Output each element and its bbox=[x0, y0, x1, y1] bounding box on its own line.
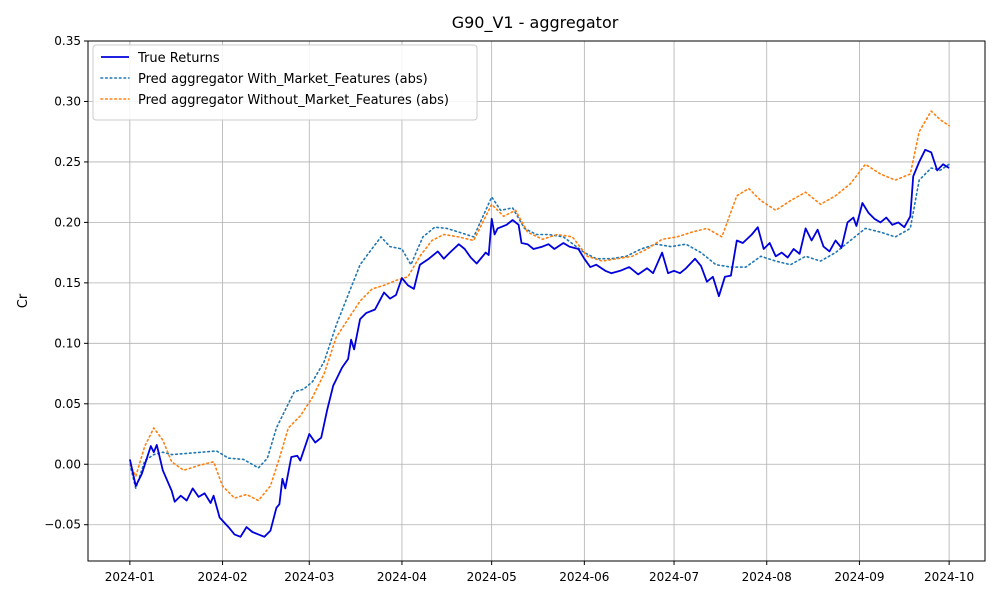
ticks: 2024-01 2024-02 2024-03 2024-04 2024-05 2024-… bbox=[44, 34, 974, 584]
series-line-1 bbox=[129, 163, 950, 490]
x-tick-label: 2024-01 bbox=[105, 570, 155, 584]
legend: True Returns Pred aggregator With_Market_… bbox=[92, 44, 478, 121]
series-line-2 bbox=[129, 110, 950, 502]
x-tick-label: 2024-09 bbox=[834, 570, 884, 584]
y-tick-label: 0.35 bbox=[54, 34, 81, 48]
legend-box bbox=[92, 44, 478, 121]
y-tick-label: 0.30 bbox=[54, 94, 81, 108]
y-tick-label: 0.25 bbox=[54, 155, 81, 169]
legend-label: True Returns bbox=[137, 51, 220, 66]
y-axis-label: Cr bbox=[16, 293, 31, 308]
plot-frame bbox=[87, 40, 986, 562]
series-layer bbox=[129, 110, 950, 538]
y-tick-label: 0.10 bbox=[54, 336, 81, 350]
x-tick-label: 2024-06 bbox=[559, 570, 609, 584]
x-tick-label: 2024-05 bbox=[467, 570, 517, 584]
legend-label: Pred aggregator Without_Market_Features … bbox=[138, 93, 449, 108]
y-tick-label: 0.05 bbox=[54, 397, 81, 411]
x-tick-label: 2024-02 bbox=[197, 570, 247, 584]
y-tick-label: 0.15 bbox=[54, 276, 81, 290]
x-tick-label: 2024-10 bbox=[924, 570, 974, 584]
legend-label: Pred aggregator With_Market_Features (ab… bbox=[138, 72, 428, 87]
series-line-0 bbox=[129, 148, 950, 538]
x-tick-label: 2024-08 bbox=[742, 570, 792, 584]
y-tick-label: 0.00 bbox=[54, 457, 81, 471]
x-tick-label: 2024-07 bbox=[649, 570, 699, 584]
x-tick-label: 2024-04 bbox=[377, 570, 427, 584]
y-tick-label: 0.20 bbox=[54, 215, 81, 229]
chart-title: G90_V1 - aggregator bbox=[452, 13, 619, 33]
x-tick-label: 2024-03 bbox=[284, 570, 334, 584]
y-tick-label: −0.05 bbox=[44, 518, 81, 532]
